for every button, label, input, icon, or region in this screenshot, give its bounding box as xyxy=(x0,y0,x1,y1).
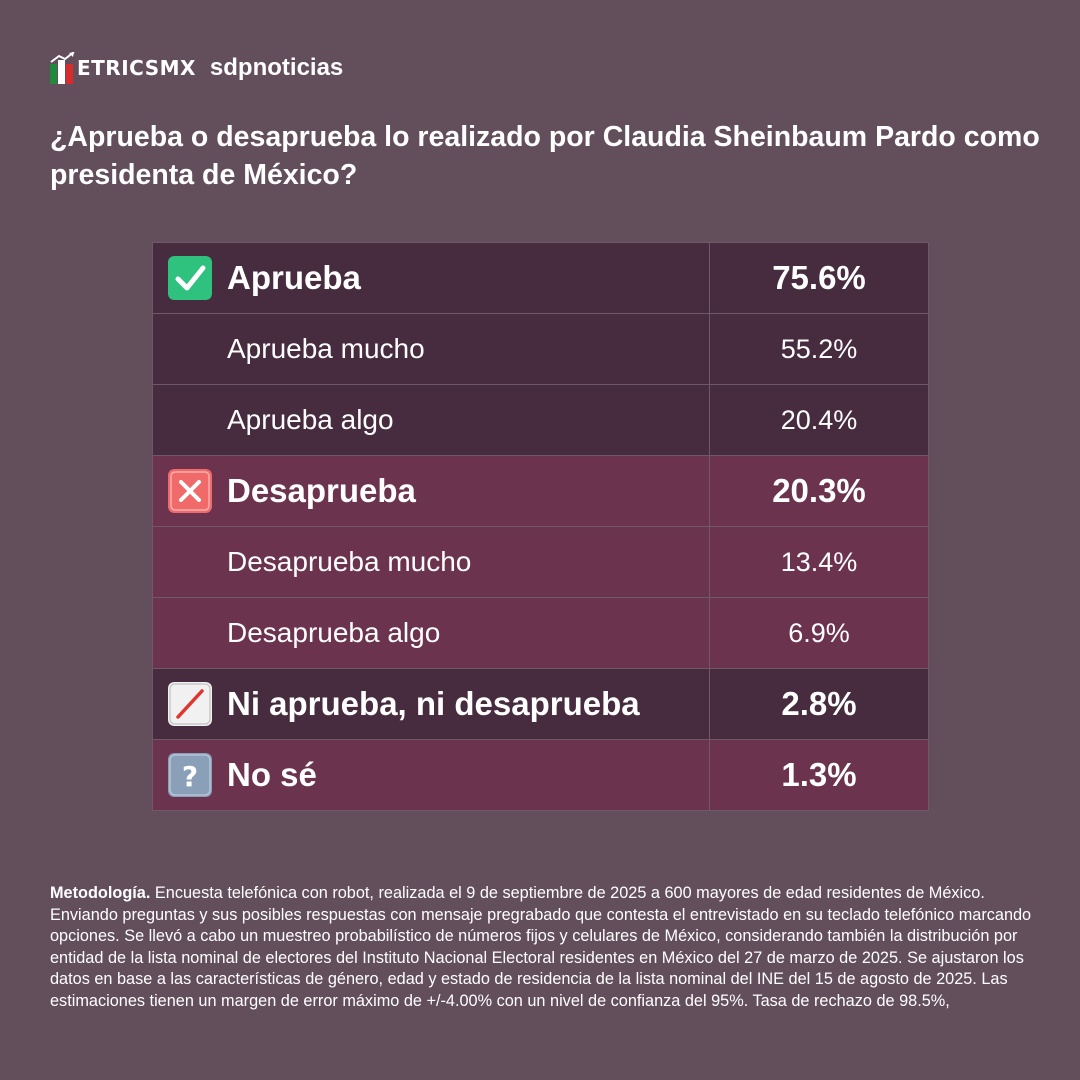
row-label-cell: ? No sé xyxy=(152,739,710,811)
row-label: Desaprueba mucho xyxy=(227,546,472,577)
row-label-cell: Aprueba xyxy=(152,242,710,314)
results-table: Aprueba 75.6% Aprueba mucho 55.2% Aprueb… xyxy=(152,242,929,811)
row-label: Aprueba algo xyxy=(227,404,394,435)
row-value-cell: 55.2% xyxy=(709,313,929,385)
row-value-cell: 20.3% xyxy=(709,455,929,527)
table-row-desaprueba: Desaprueba 20.3% xyxy=(152,455,929,527)
row-value: 55.2% xyxy=(780,333,858,364)
metricsmx-logo: ETRICSMX xyxy=(50,52,196,84)
row-label: Ni aprueba, ni desaprueba xyxy=(227,685,640,722)
metricsmx-flag-chart-icon xyxy=(50,52,75,84)
row-label-cell: Desaprueba algo xyxy=(152,597,710,669)
check-mark-icon xyxy=(153,256,227,300)
methodology-text: Encuesta telefónica con robot, realizada… xyxy=(50,884,1032,1010)
table-row-aprueba-mucho: Aprueba mucho 55.2% xyxy=(152,313,929,385)
table-row-desaprueba-mucho: Desaprueba mucho 13.4% xyxy=(152,526,929,598)
row-value: 75.6% xyxy=(772,259,866,296)
row-value: 2.8% xyxy=(781,685,857,722)
row-label-cell: Desaprueba xyxy=(152,455,710,527)
row-label: Aprueba mucho xyxy=(227,333,425,364)
methodology-note: Metodología. Encuesta telefónica con rob… xyxy=(50,883,1040,1012)
metricsmx-logo-text: ETRICSMX xyxy=(77,56,196,80)
brand-header: ETRICSMX sdpnoticias xyxy=(50,48,343,88)
row-label: Desaprueba algo xyxy=(227,617,441,648)
table-row-aprueba: Aprueba 75.6% xyxy=(152,242,929,314)
sdpnoticias-logo: sdpnoticias xyxy=(209,54,344,81)
row-label-cell: Ni aprueba, ni desaprueba xyxy=(152,668,710,740)
row-value: 20.3% xyxy=(772,472,866,509)
row-value: 20.4% xyxy=(780,404,858,435)
row-label-cell: Desaprueba mucho xyxy=(152,526,710,598)
survey-question-title: ¿Aprueba o desaprueba lo realizado por C… xyxy=(50,121,1040,191)
row-label: No sé xyxy=(227,756,317,793)
row-value-cell: 75.6% xyxy=(709,242,929,314)
table-row-desaprueba-algo: Desaprueba algo 6.9% xyxy=(152,597,929,669)
cross-mark-icon xyxy=(153,469,227,513)
slash-icon xyxy=(153,682,227,726)
row-value-cell: 6.9% xyxy=(709,597,929,669)
table-row-ni-aprueba-ni-desaprueba: Ni aprueba, ni desaprueba 2.8% xyxy=(152,668,929,740)
row-value: 6.9% xyxy=(788,617,850,648)
table-row-aprueba-algo: Aprueba algo 20.4% xyxy=(152,384,929,456)
row-label-cell: Aprueba algo xyxy=(152,384,710,456)
row-label: Desaprueba xyxy=(227,472,416,509)
row-label: Aprueba xyxy=(227,259,361,296)
row-label-cell: Aprueba mucho xyxy=(152,313,710,385)
row-value: 13.4% xyxy=(780,546,858,577)
methodology-heading: Metodología. xyxy=(50,884,151,902)
question-mark-icon: ? xyxy=(153,753,227,797)
row-value-cell: 1.3% xyxy=(709,739,929,811)
row-value-cell: 13.4% xyxy=(709,526,929,598)
table-row-no-se: ? No sé 1.3% xyxy=(152,739,929,811)
row-value: 1.3% xyxy=(781,756,857,793)
row-value-cell: 2.8% xyxy=(709,668,929,740)
svg-text:?: ? xyxy=(182,760,198,793)
row-value-cell: 20.4% xyxy=(709,384,929,456)
